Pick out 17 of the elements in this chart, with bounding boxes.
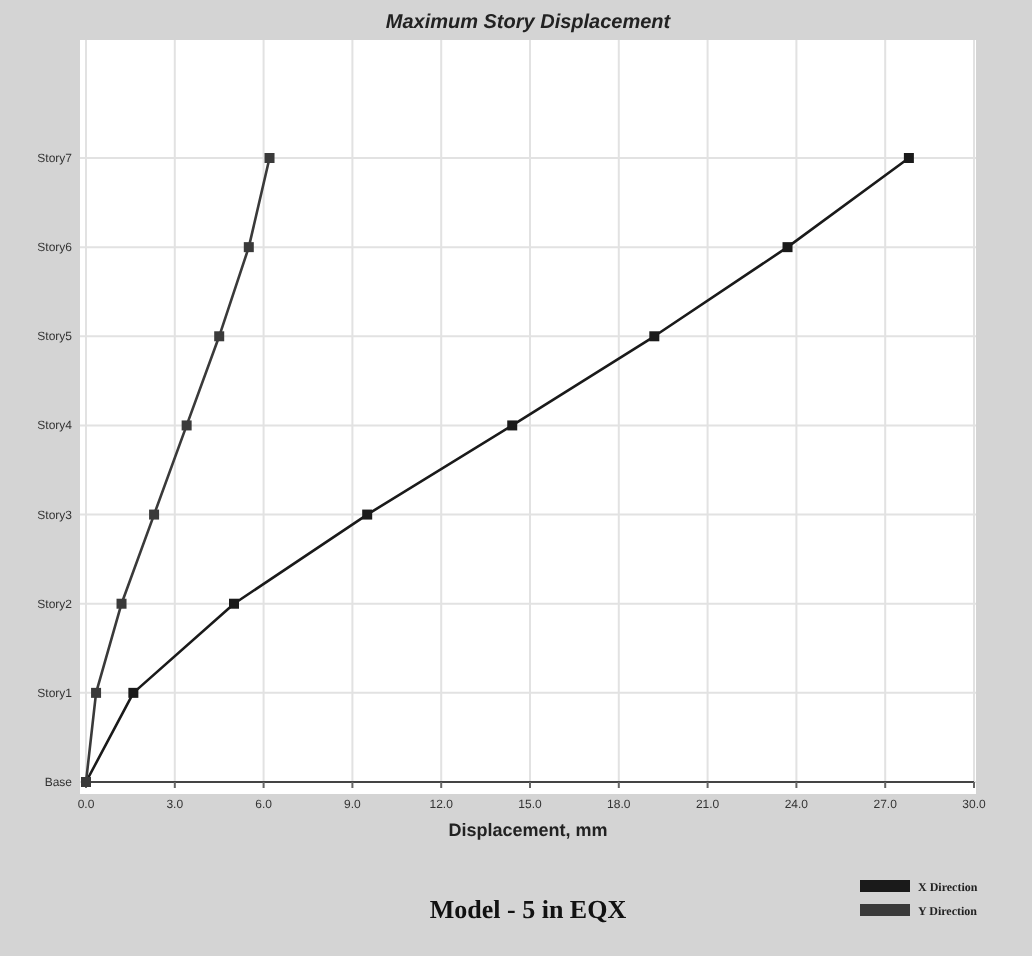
point: [149, 509, 160, 520]
point: [649, 331, 660, 342]
chart-title: Maximum Story Displacement: [385, 12, 672, 34]
point: [507, 420, 518, 431]
point: [782, 242, 793, 253]
point: [181, 420, 192, 431]
point: [116, 598, 127, 609]
x-axis-title: Displacement, mm: [448, 820, 608, 840]
point: [214, 331, 225, 342]
point: [91, 687, 102, 698]
point: [362, 509, 373, 520]
text: Model - 5 in EQX: [429, 894, 628, 924]
point: [903, 153, 914, 163]
point: [128, 687, 139, 698]
point: [243, 242, 254, 253]
point: [264, 153, 275, 163]
point: [229, 598, 239, 609]
